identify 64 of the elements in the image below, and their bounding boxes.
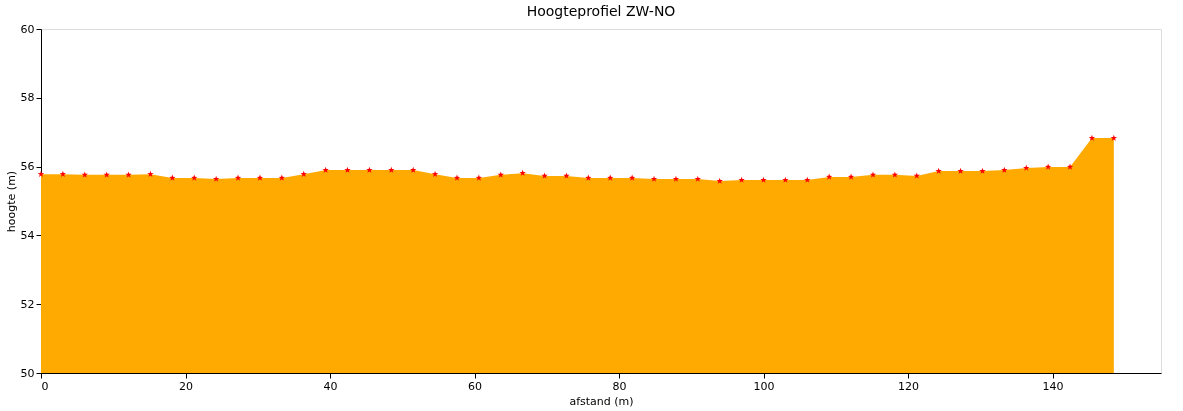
point <box>585 174 592 181</box>
point <box>1088 134 1096 141</box>
y-tick-label: 50 <box>20 366 35 380</box>
point <box>37 170 45 177</box>
point <box>256 174 264 181</box>
point <box>826 173 833 180</box>
point <box>847 173 855 180</box>
point <box>497 171 504 178</box>
point <box>191 174 198 181</box>
point <box>81 171 88 178</box>
point <box>782 176 789 183</box>
point <box>1110 134 1118 141</box>
y-axis-title: hoogte (m) <box>4 170 18 233</box>
x-tick-label: 0 <box>41 379 49 393</box>
point <box>935 167 942 174</box>
point <box>716 177 723 184</box>
point <box>431 170 439 177</box>
x-tick-label: 60 <box>468 379 483 393</box>
point <box>607 174 614 181</box>
x-tick-label: 120 <box>898 379 920 393</box>
chart-title: Hoogteprofiel ZW-NO <box>526 3 676 19</box>
point <box>103 171 110 178</box>
point <box>650 175 658 182</box>
point <box>322 166 329 173</box>
point <box>410 166 417 173</box>
point <box>125 171 132 178</box>
x-tick-label: 140 <box>1042 379 1064 393</box>
point <box>169 174 176 181</box>
point <box>628 174 636 181</box>
point <box>147 170 154 177</box>
point <box>344 166 351 173</box>
point <box>1023 164 1030 171</box>
x-tick-label: 20 <box>179 379 194 393</box>
point <box>738 176 745 183</box>
point <box>804 176 811 183</box>
point <box>957 167 964 174</box>
point <box>300 170 307 177</box>
y-tick-label: 52 <box>20 297 35 311</box>
y-tick-label: 60 <box>20 22 35 36</box>
point <box>672 175 680 182</box>
point <box>59 170 67 177</box>
point <box>1044 163 1052 170</box>
point <box>234 174 242 181</box>
point <box>760 176 767 183</box>
point <box>453 174 461 181</box>
point <box>212 175 220 182</box>
point <box>519 169 526 176</box>
point <box>388 166 395 173</box>
point <box>869 171 877 178</box>
y-tick-label: 54 <box>20 228 35 242</box>
point <box>563 172 570 179</box>
x-tick-label: 100 <box>753 379 775 393</box>
x-axis-title: afstand (m) <box>569 394 634 408</box>
point <box>475 174 483 181</box>
point <box>541 172 548 179</box>
y-tick-label: 58 <box>20 91 35 105</box>
point <box>1066 163 1074 170</box>
x-tick-label: 40 <box>323 379 338 393</box>
point <box>366 166 373 173</box>
point <box>1001 166 1008 173</box>
x-tick-label: 80 <box>612 379 627 393</box>
point <box>979 167 986 174</box>
point <box>913 172 920 179</box>
y-tick-label: 56 <box>20 160 35 174</box>
